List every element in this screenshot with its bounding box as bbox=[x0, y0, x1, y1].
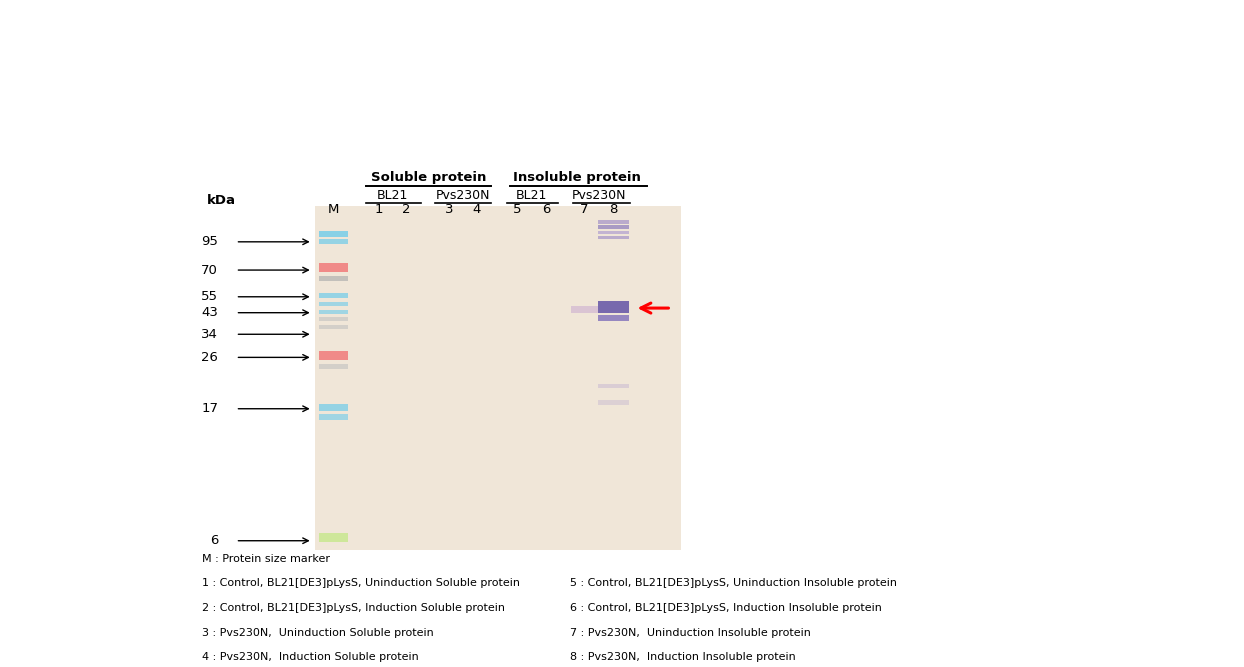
Text: Soluble protein: Soluble protein bbox=[371, 171, 486, 184]
Text: 55: 55 bbox=[202, 290, 218, 303]
Bar bbox=[320, 404, 348, 412]
Bar bbox=[598, 400, 629, 405]
Bar bbox=[320, 276, 348, 281]
Text: Pvs230N: Pvs230N bbox=[572, 189, 626, 202]
Text: 7 : Pvs230N,  Uninduction Insoluble protein: 7 : Pvs230N, Uninduction Insoluble prote… bbox=[570, 628, 811, 638]
Text: M : Protein size marker: M : Protein size marker bbox=[202, 554, 330, 564]
Bar bbox=[598, 384, 629, 388]
Text: 34: 34 bbox=[202, 327, 218, 341]
Text: 3 : Pvs230N,  Uninduction Soluble protein: 3 : Pvs230N, Uninduction Soluble protein bbox=[202, 628, 433, 638]
Text: Pvs230N: Pvs230N bbox=[435, 189, 490, 202]
Bar bbox=[320, 364, 348, 369]
Text: 1 : Control, BL21[DE3]pLysS, Uninduction Soluble protein: 1 : Control, BL21[DE3]pLysS, Uninduction… bbox=[202, 578, 520, 588]
Text: 95: 95 bbox=[202, 235, 218, 248]
Bar bbox=[320, 325, 348, 329]
Text: 70: 70 bbox=[202, 263, 218, 277]
Text: 6: 6 bbox=[542, 203, 550, 216]
Text: 6: 6 bbox=[210, 534, 218, 547]
Text: 26: 26 bbox=[202, 351, 218, 364]
Bar bbox=[320, 302, 348, 306]
Text: 4 : Pvs230N,  Induction Soluble protein: 4 : Pvs230N, Induction Soluble protein bbox=[202, 652, 418, 662]
Bar bbox=[320, 239, 348, 244]
Bar bbox=[320, 317, 348, 321]
Text: 5: 5 bbox=[513, 203, 521, 216]
Text: 6 : Control, BL21[DE3]pLysS, Induction Insoluble protein: 6 : Control, BL21[DE3]pLysS, Induction I… bbox=[570, 603, 882, 613]
Text: 5 : Control, BL21[DE3]pLysS, Uninduction Insoluble protein: 5 : Control, BL21[DE3]pLysS, Uninduction… bbox=[570, 578, 897, 588]
Bar bbox=[320, 414, 348, 420]
Bar bbox=[320, 351, 348, 360]
Bar bbox=[598, 301, 629, 313]
Text: 8: 8 bbox=[610, 203, 617, 216]
Bar bbox=[320, 533, 348, 542]
Bar bbox=[598, 231, 629, 234]
Bar bbox=[320, 231, 348, 237]
Text: 4: 4 bbox=[473, 203, 480, 216]
Text: 7: 7 bbox=[580, 203, 588, 216]
Text: Insoluble protein: Insoluble protein bbox=[513, 171, 641, 184]
Bar bbox=[598, 315, 629, 321]
Bar bbox=[598, 235, 629, 239]
Text: 1: 1 bbox=[374, 203, 383, 216]
Text: BL21: BL21 bbox=[377, 189, 408, 202]
Bar bbox=[320, 309, 348, 313]
Text: 8 : Pvs230N,  Induction Insoluble protein: 8 : Pvs230N, Induction Insoluble protein bbox=[570, 652, 796, 662]
Text: kDa: kDa bbox=[207, 194, 235, 207]
Bar bbox=[598, 225, 629, 229]
Bar bbox=[320, 263, 348, 272]
Text: 17: 17 bbox=[202, 402, 218, 416]
Text: 43: 43 bbox=[202, 306, 218, 319]
Text: 2: 2 bbox=[402, 203, 411, 216]
Text: BL21: BL21 bbox=[516, 189, 547, 202]
Text: 2 : Control, BL21[DE3]pLysS, Induction Soluble protein: 2 : Control, BL21[DE3]pLysS, Induction S… bbox=[202, 603, 505, 613]
Bar bbox=[598, 220, 629, 224]
Text: 3: 3 bbox=[445, 203, 454, 216]
Bar bbox=[320, 293, 348, 297]
Text: M: M bbox=[328, 203, 340, 216]
Bar bbox=[571, 305, 598, 313]
Bar bbox=[315, 206, 680, 550]
